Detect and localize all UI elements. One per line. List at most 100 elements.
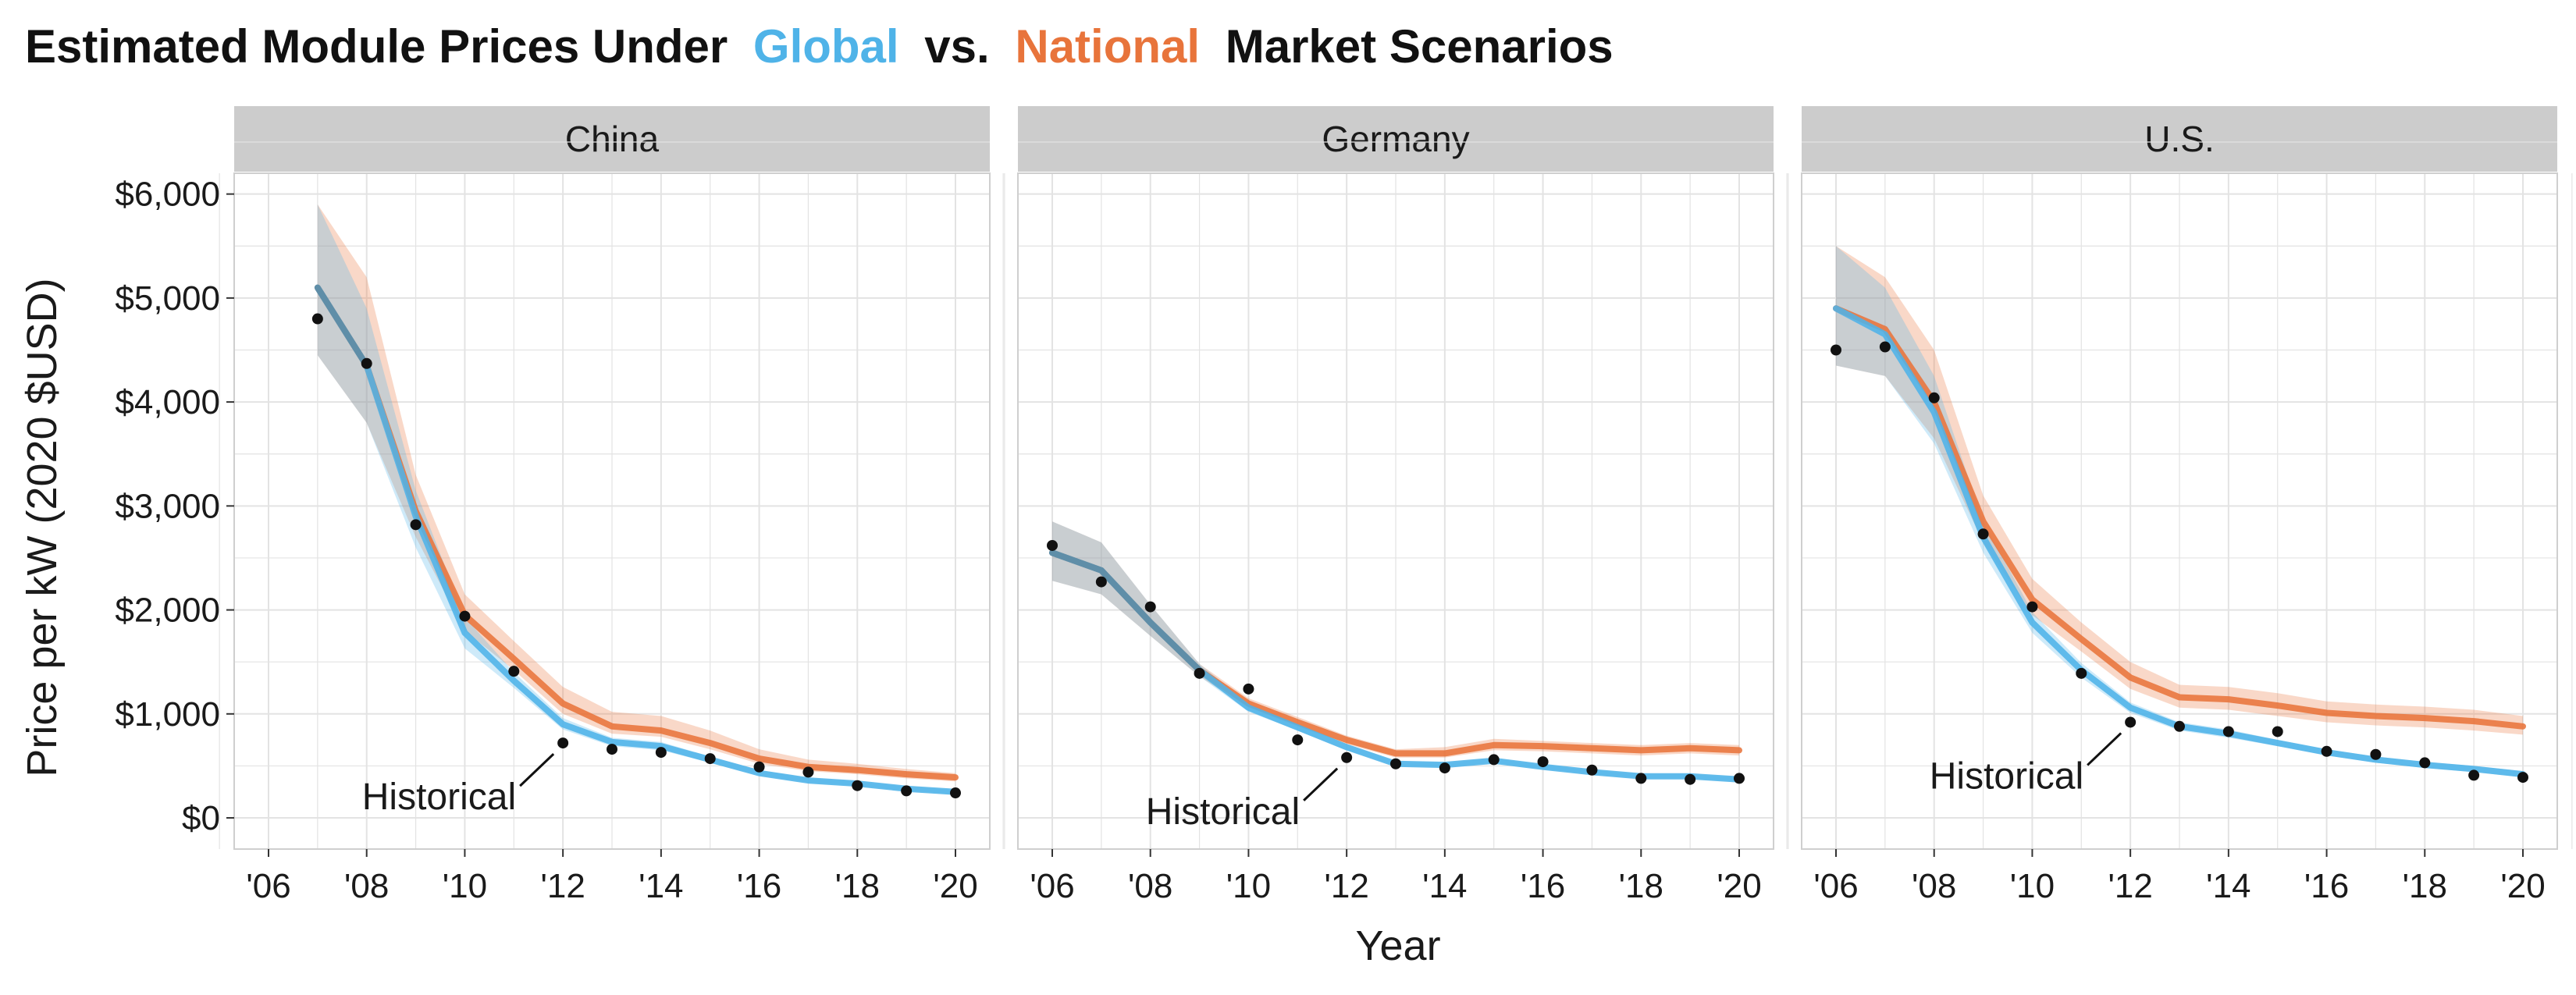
title-global-word: Global xyxy=(753,20,899,73)
strip-label-china: China xyxy=(565,119,660,159)
x-tick-label-u-s-2016: '16 xyxy=(2304,867,2349,905)
historical-point-u-s-2012 xyxy=(2125,716,2137,728)
x-tick-label-germany-2006: '06 xyxy=(1030,867,1074,905)
historical-point-china-2009 xyxy=(410,519,422,531)
historical-point-germany-2009 xyxy=(1194,667,1205,679)
strip-label-germany: Germany xyxy=(1322,119,1469,159)
x-tick-label-germany-2012: '12 xyxy=(1324,867,1368,905)
grid-china xyxy=(219,141,1005,849)
x-tick-label-u-s-2006: '06 xyxy=(1813,867,1858,905)
historical-point-u-s-2016 xyxy=(2321,745,2332,757)
strip-china xyxy=(234,106,990,172)
grid-germany xyxy=(1002,141,1789,849)
x-tick-label-china-2008: '08 xyxy=(344,867,389,905)
panel-china: China Historical '06 '08 '10 '12 '14 '16 '18 '20 $… xyxy=(115,106,1005,905)
strip-germany xyxy=(1018,106,1774,172)
historical-point-china-2012 xyxy=(557,737,569,749)
facet-panels: China Historical '06 '08 '10 '12 '14 '16 '18 '20 $… xyxy=(115,106,2573,905)
historical-point-u-s-2010 xyxy=(2026,601,2038,613)
plot-area-germany xyxy=(1047,521,1745,785)
historical-point-u-s-2017 xyxy=(2370,748,2382,760)
title-national-word: National xyxy=(1015,20,1200,73)
grid-u-s xyxy=(1786,141,2573,849)
historical-point-u-s-2007 xyxy=(1879,341,1891,353)
title-prefix: Estimated Module Prices Under xyxy=(25,20,728,73)
historical-point-china-2018 xyxy=(852,780,863,791)
historical-point-germany-2006 xyxy=(1047,539,1058,551)
historical-point-china-2008 xyxy=(361,357,372,369)
historical-point-germany-2020 xyxy=(1734,773,1745,784)
x-tick-label-china-2018: '18 xyxy=(835,867,880,905)
annotation-leader-germany xyxy=(1303,767,1339,801)
x-tick-label-u-s-2008: '08 xyxy=(1912,867,1956,905)
panel-border-china xyxy=(233,172,991,850)
historical-point-u-s-2019 xyxy=(2468,769,2480,781)
historical-point-germany-2015 xyxy=(1488,754,1500,766)
historical-point-germany-2016 xyxy=(1537,756,1549,768)
national-band-china xyxy=(317,204,955,782)
historical-point-germany-2011 xyxy=(1292,734,1304,746)
x-tick-label-china-2010: '10 xyxy=(443,867,487,905)
x-tick-label-germany-2016: '16 xyxy=(1521,867,1565,905)
x-tick-label-china-2012: '12 xyxy=(540,867,585,905)
y-axis-title: Price per kW (2020 $USD) xyxy=(19,278,66,776)
x-tick-label-u-s-2020: '20 xyxy=(2500,867,2545,905)
x-tick-label-china-2006: '06 xyxy=(246,867,290,905)
historical-point-u-s-2015 xyxy=(2272,726,2283,737)
historical-point-china-2007 xyxy=(311,313,323,325)
title-suffix: Market Scenarios xyxy=(1226,20,1614,73)
national-line-u-s xyxy=(1833,305,2526,730)
plot-area-china xyxy=(311,204,961,799)
historical-point-china-2020 xyxy=(950,787,961,799)
annotation-leader-china xyxy=(519,753,555,787)
historical-point-china-2011 xyxy=(508,666,520,677)
y-tick-label-0: $0 xyxy=(182,799,220,837)
x-tick-label-u-s-2010: '10 xyxy=(2010,867,2055,905)
historical-point-u-s-2006 xyxy=(1831,344,1841,356)
x-tick-label-u-s-2014: '14 xyxy=(2206,867,2250,905)
panel-border-u-s xyxy=(1801,172,2558,850)
y-tick-label-6000: $6,000 xyxy=(115,176,220,214)
strip-label-u-s: U.S. xyxy=(2144,119,2214,159)
global-line-china xyxy=(314,284,959,795)
x-tick-label-germany-2008: '08 xyxy=(1128,867,1172,905)
historical-point-u-s-2011 xyxy=(2076,667,2087,679)
historical-point-germany-2012 xyxy=(1341,752,1353,763)
y-tick-label-3000: $3,000 xyxy=(115,487,220,525)
annotation-historical-china: Historical xyxy=(362,776,516,818)
historical-point-germany-2008 xyxy=(1144,601,1156,613)
overlap-line-china xyxy=(314,284,370,369)
historical-point-germany-2010 xyxy=(1243,683,1254,695)
chart-title: Estimated Module Prices Under Global vs.… xyxy=(25,20,1614,73)
annotation-historical-germany: Historical xyxy=(1146,791,1300,833)
x-tick-label-china-2016: '16 xyxy=(737,867,781,905)
x-tick-label-germany-2010: '10 xyxy=(1226,867,1271,905)
x-tick-label-germany-2018: '18 xyxy=(1619,867,1663,905)
historical-point-china-2017 xyxy=(802,766,814,778)
strip-u-s xyxy=(1802,106,2557,172)
y-tick-label-5000: $5,000 xyxy=(115,279,220,318)
historical-point-u-s-2009 xyxy=(1977,528,1989,540)
panel-germany: Germany Historical '06 '08 '10 '12 '14 '16 '18 '2… xyxy=(1002,106,1789,905)
title-middle: vs. xyxy=(924,20,989,73)
x-tick-label-china-2020: '20 xyxy=(933,867,977,905)
historical-point-china-2010 xyxy=(459,610,471,622)
annotation-leader-u-s xyxy=(2087,732,2122,766)
y-tick-label-4000: $4,000 xyxy=(115,383,220,421)
historical-point-germany-2007 xyxy=(1095,576,1107,588)
x-tick-label-germany-2014: '14 xyxy=(1422,867,1467,905)
historical-point-germany-2018 xyxy=(1635,773,1647,784)
historical-point-china-2013 xyxy=(607,744,617,755)
plot-area-u-s xyxy=(1831,246,2528,784)
historical-point-u-s-2008 xyxy=(1928,392,1940,403)
historical-point-germany-2017 xyxy=(1586,764,1598,776)
historical-point-u-s-2018 xyxy=(2419,757,2431,769)
historical-point-u-s-2014 xyxy=(2222,726,2234,737)
x-tick-label-china-2014: '14 xyxy=(639,867,683,905)
annotation-historical-u-s: Historical xyxy=(1930,755,2083,797)
historical-point-germany-2014 xyxy=(1439,762,1450,774)
x-tick-label-germany-2020: '20 xyxy=(1717,867,1761,905)
historical-point-u-s-2013 xyxy=(2174,720,2185,732)
y-tick-label-1000: $1,000 xyxy=(115,695,220,734)
